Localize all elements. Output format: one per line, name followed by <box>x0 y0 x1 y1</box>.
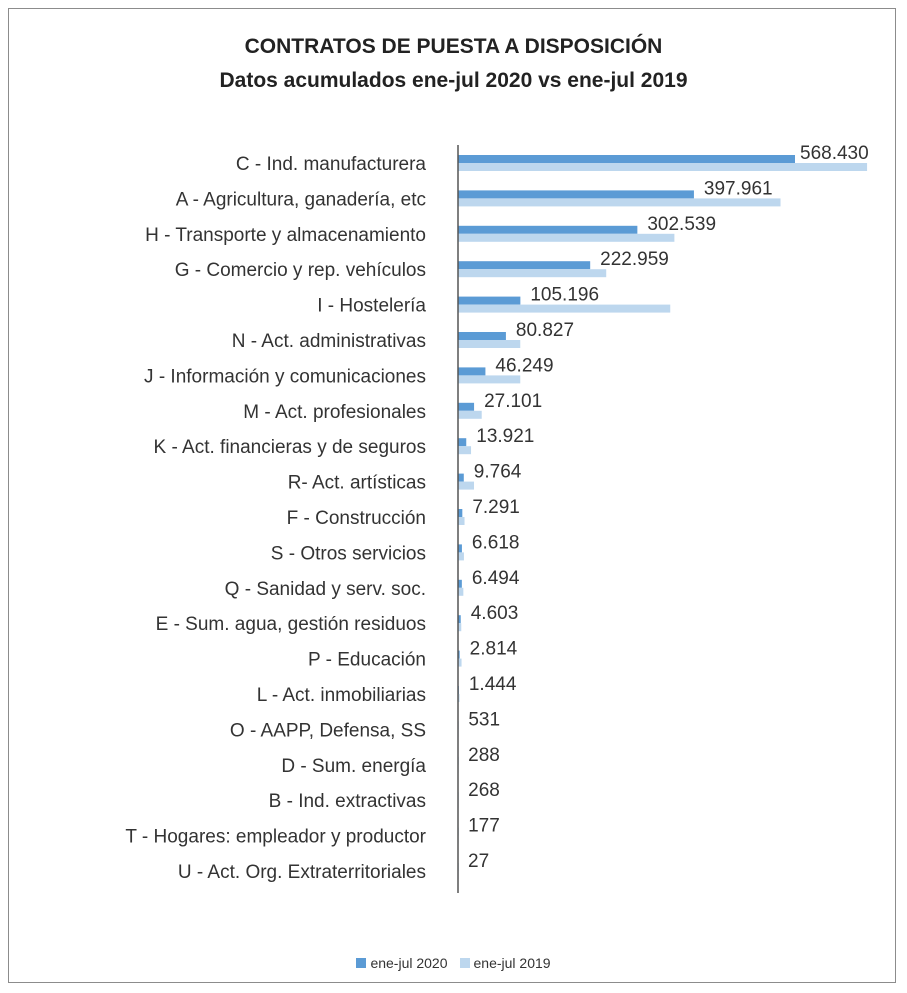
bar-2019 <box>458 269 607 278</box>
data-label: 80.827 <box>516 320 574 341</box>
category-label: F - Construcción <box>287 508 426 529</box>
bar-2020 <box>458 155 795 163</box>
bar-2020 <box>458 615 461 624</box>
bar-2020 <box>458 438 467 447</box>
data-label: 531 <box>468 709 500 730</box>
category-label: I - Hostelería <box>317 296 426 317</box>
bar-2019 <box>458 340 521 348</box>
data-label: 6.494 <box>472 568 520 589</box>
legend: ene-jul 2020 ene-jul 2019 <box>0 955 907 971</box>
data-label: 397.961 <box>704 178 773 199</box>
category-label: J - Información y comunicaciones <box>144 366 426 387</box>
data-label: 27.101 <box>484 391 542 412</box>
category-label: S - Otros servicios <box>271 543 426 564</box>
category-label: T - Hogares: empleador y productor <box>125 827 426 848</box>
bar-2020 <box>458 579 462 588</box>
category-label: R- Act. artísticas <box>288 473 426 494</box>
bar-2020 <box>458 402 475 411</box>
category-label: H - Transporte y almacenamiento <box>145 225 426 246</box>
bar-2020 <box>458 544 462 553</box>
bar-2020 <box>458 296 521 305</box>
legend-item: ene-jul 2020 <box>356 955 448 971</box>
bar-2019 <box>458 481 475 490</box>
bar-2019 <box>458 198 781 207</box>
category-label: L - Act. inmobiliarias <box>257 685 426 706</box>
legend-swatch <box>459 958 470 968</box>
bar-2019 <box>458 552 464 561</box>
legend-swatch <box>356 958 367 968</box>
bar-2019 <box>458 410 482 419</box>
bar-2019 <box>458 517 465 525</box>
data-label: 27 <box>468 851 489 872</box>
bar-2019 <box>458 233 675 242</box>
bar-2019 <box>458 304 671 313</box>
legend-label: ene-jul 2020 <box>370 955 448 971</box>
legend-item: ene-jul 2019 <box>459 955 551 971</box>
data-label: 268 <box>468 780 500 801</box>
legend-label: ene-jul 2019 <box>473 955 551 971</box>
bar-2020 <box>458 261 591 270</box>
chart-subtitle: Datos acumulados ene-jul 2020 vs ene-jul… <box>219 69 688 92</box>
data-label: 2.814 <box>470 639 518 660</box>
data-label: 288 <box>468 745 500 766</box>
category-label: P - Educación <box>308 650 426 671</box>
bar-2019 <box>458 587 464 596</box>
category-label: C - Ind. manufacturera <box>236 154 427 175</box>
bar-2020 <box>458 190 694 199</box>
data-label: 46.249 <box>495 355 553 376</box>
data-label: 177 <box>468 816 500 837</box>
bar-2019 <box>458 446 472 455</box>
bar-2019 <box>458 163 868 171</box>
bar-2019 <box>458 623 462 632</box>
bar-2020 <box>458 473 464 482</box>
category-label: E - Sum. agua, gestión residuos <box>156 614 426 635</box>
data-label: 6.618 <box>472 532 520 553</box>
category-label: U - Act. Org. Extraterritoriales <box>178 862 426 883</box>
data-label: 9.764 <box>474 462 522 483</box>
category-label: M - Act. profesionales <box>243 402 426 423</box>
data-label: 1.444 <box>469 674 517 695</box>
bar-2020 <box>458 367 486 376</box>
category-label: O - AAPP, Defensa, SS <box>230 720 426 741</box>
chart-title-block: CONTRATOS DE PUESTA A DISPOSICIÓN Datos … <box>0 30 907 98</box>
category-label: K - Act. financieras y de seguros <box>154 437 426 458</box>
data-label: 568.430 <box>800 143 869 164</box>
bar-2019 <box>458 658 462 667</box>
data-label: 222.959 <box>600 249 669 270</box>
data-label: 4.603 <box>471 603 519 624</box>
bar-2020 <box>458 650 460 659</box>
chart-title: CONTRATOS DE PUESTA A DISPOSICIÓN <box>244 35 663 58</box>
category-label: B - Ind. extractivas <box>269 791 426 812</box>
data-label: 7.291 <box>472 497 520 518</box>
bar-2020 <box>458 332 506 340</box>
bar-2020 <box>458 225 638 234</box>
data-label: 302.539 <box>647 214 716 235</box>
category-label: A - Agricultura, ganadería, etc <box>176 189 426 210</box>
category-label: N - Act. administrativas <box>232 331 426 352</box>
bar-2020 <box>458 509 463 517</box>
category-label: G - Comercio y rep. vehículos <box>175 260 426 281</box>
bar-2019 <box>458 375 521 384</box>
category-label: Q - Sanidad y serv. soc. <box>225 579 426 600</box>
category-label: D - Sum. energía <box>281 756 426 777</box>
data-label: 105.196 <box>530 285 599 306</box>
data-label: 13.921 <box>476 426 534 447</box>
